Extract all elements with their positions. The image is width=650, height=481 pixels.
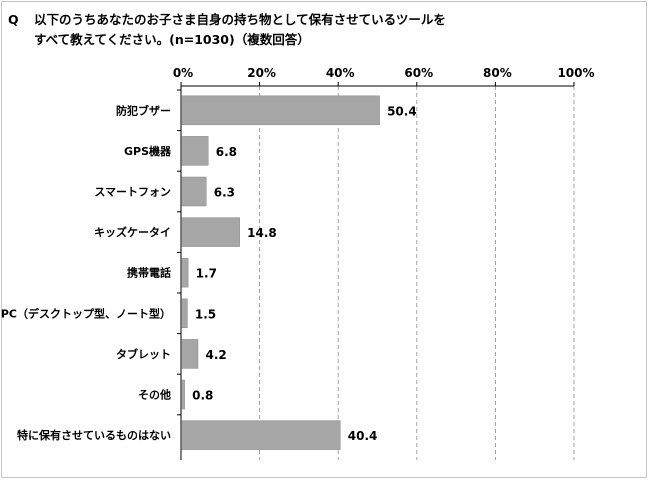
x-tick-label: 20% [247, 66, 276, 80]
bar [181, 95, 380, 126]
question-text: Q 以下のうちあなたのお子さま自身の持ち物として保有させているツールを すべて教え… [8, 10, 446, 50]
bar [181, 176, 207, 207]
x-tick-label: 40% [326, 66, 355, 80]
bar [181, 298, 188, 329]
bar [181, 136, 209, 166]
data-label: 0.8 [192, 389, 213, 403]
category-label: GPS機器 [124, 144, 172, 158]
category-label: キッズケータイ [94, 225, 171, 239]
category-label: PC（デスクトップ型、ノート型） [1, 306, 171, 320]
data-label: 6.8 [216, 145, 237, 159]
x-tick-label: 100% [557, 66, 594, 80]
question-line-1: 以下のうちあなたのお子さま自身の持ち物として保有させているツールを [34, 12, 446, 27]
data-label: 6.3 [214, 186, 235, 200]
data-label: 40.4 [348, 429, 378, 443]
bar [181, 339, 199, 369]
bar [181, 217, 240, 247]
x-tick-label: 80% [483, 66, 512, 80]
category-label: その他 [138, 388, 171, 402]
category-label: 防犯ブザー [116, 103, 171, 117]
category-label: タブレット [116, 347, 171, 361]
category-label: 特に保有させているものはない [17, 428, 171, 442]
data-label: 1.7 [196, 267, 217, 281]
x-tick-label: 0% [173, 66, 193, 80]
question-marker: Q [8, 12, 19, 27]
category-label: スマートフォン [94, 186, 171, 199]
data-label: 50.4 [387, 104, 417, 118]
data-label: 1.5 [195, 307, 216, 321]
data-label: 4.2 [206, 348, 227, 362]
data-label: 14.8 [247, 226, 277, 240]
x-tick-label: 60% [404, 66, 433, 80]
question-line-2: すべて教えてください。(n=1030)（複数回答） [34, 32, 310, 47]
bar [181, 257, 189, 288]
bar [181, 379, 185, 410]
bar [181, 420, 341, 450]
category-label: 携帯電話 [127, 266, 171, 280]
